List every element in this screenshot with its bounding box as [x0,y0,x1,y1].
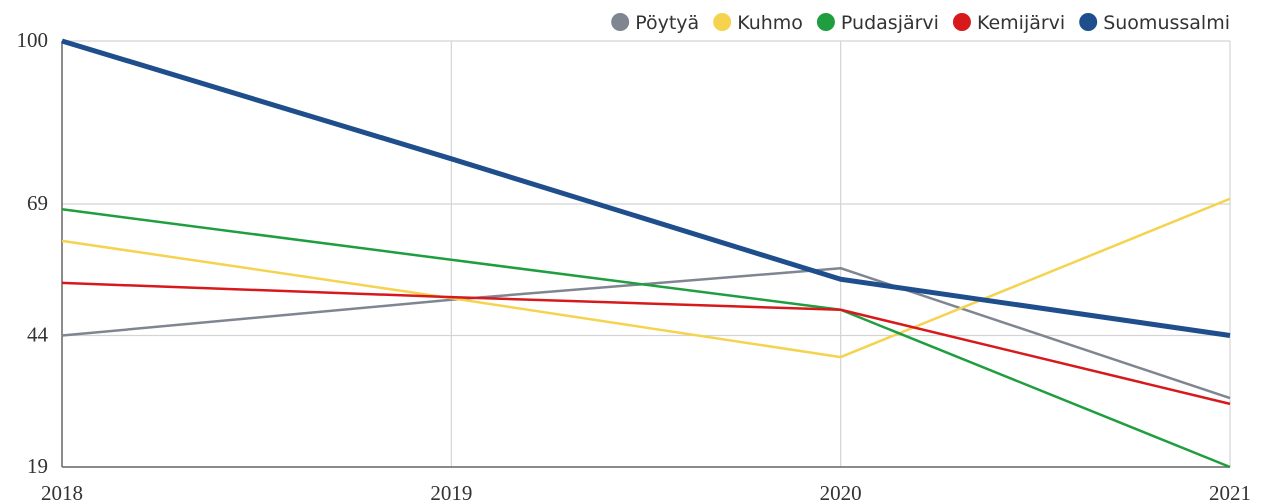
legend-marker [952,13,971,31]
legend-label: Pöytyä [635,12,699,34]
legend-label: Kuhmo [737,12,803,34]
x-tick-label: 2018 [41,481,83,503]
legend-marker [816,13,835,31]
legend-label: Suomussalmi [1103,12,1230,34]
legend-marker [713,13,732,31]
line-series [61,266,1231,400]
x-tick-label: 2019 [430,481,472,503]
x-tick-label: 2020 [820,481,862,503]
legend-label: Kemijärvi [977,12,1065,34]
line-series [61,281,1231,406]
y-tick-label: 100 [17,28,49,52]
y-tick-label: 19 [27,454,48,478]
line-series [61,208,1231,469]
legend-label: Pudasjärvi [841,12,939,34]
y-tick-label: 44 [27,323,49,347]
y-tick-label: 69 [27,191,48,215]
line-series [61,38,1231,338]
legend-marker [611,13,630,31]
line-series [61,197,1231,359]
legend-marker [1079,13,1098,31]
x-tick-label: 2021 [1209,481,1251,503]
